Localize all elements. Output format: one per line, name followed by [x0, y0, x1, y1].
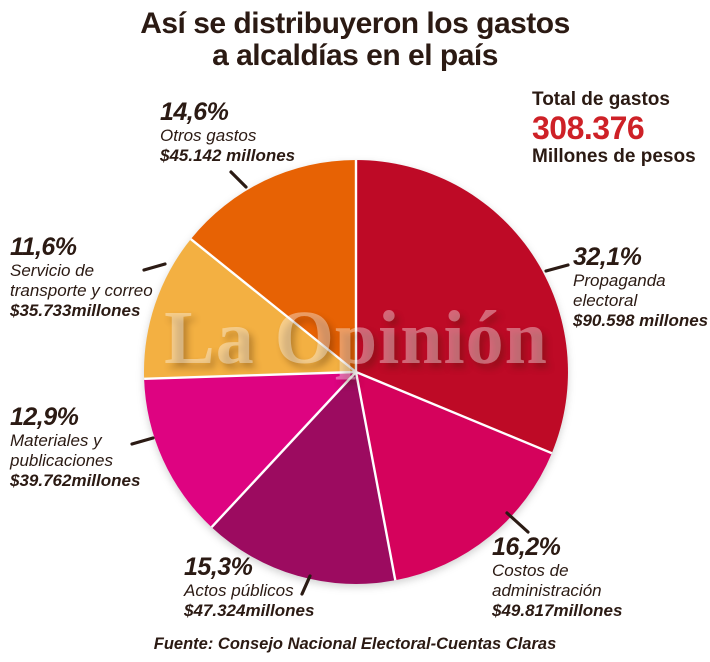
name-costos-administracion-2: administración	[492, 581, 602, 600]
amount-servicio-transporte: $35.733millones	[10, 301, 141, 320]
callout-costos-administracion: 16,2% Costos de administración $49.817mi…	[492, 534, 622, 621]
pie-slice-propaganda-electoral	[356, 160, 568, 454]
slice-separator	[190, 238, 357, 373]
pie-slice-otros-gastos	[190, 160, 356, 372]
name-materiales-publicaciones-2: publicaciones	[10, 451, 114, 470]
pie-slice-servicio-de-transporte-y-correo	[143, 239, 356, 379]
pct-actos-publicos: 15,3%	[184, 553, 253, 581]
leader-line-costos-administracion	[505, 511, 530, 534]
name-costos-administracion-1: Costos de	[492, 561, 569, 580]
amount-otros-gastos: $45.142 millones	[160, 146, 296, 165]
title-line-2: a alcaldías en el país	[212, 39, 498, 72]
pct-costos-administracion: 16,2%	[492, 533, 561, 561]
pct-materiales-publicaciones: 12,9%	[10, 403, 79, 431]
total-expenses-box: Total de gastos 308.376 Millones de peso…	[532, 90, 702, 166]
leader-line-otros-gastos	[229, 170, 248, 189]
pie-slices	[143, 160, 568, 584]
callout-propaganda-electoral: 32,1% Propaganda electoral $90.598 millo…	[573, 244, 708, 331]
name-actos-publicos: Actos públicos	[184, 581, 294, 600]
slice-separator	[144, 370, 357, 380]
name-servicio-transporte-2: transporte y correo	[10, 281, 153, 300]
name-servicio-transporte-1: Servicio de	[10, 261, 95, 280]
slice-separator	[354, 371, 397, 581]
page-title: Así se distribuyeron los gastos a alcald…	[0, 8, 710, 72]
leader-line-servicio-transporte	[142, 262, 167, 272]
total-label: Total de gastos	[532, 89, 670, 110]
slice-separator	[355, 370, 553, 455]
pie-slice-actos-p-blicos	[211, 372, 396, 584]
callout-actos-publicos: 15,3% Actos públicos $47.324millones	[184, 554, 314, 621]
name-propaganda-electoral-2: electoral	[573, 291, 638, 310]
name-materiales-publicaciones-1: Materiales y	[10, 431, 102, 450]
callout-otros-gastos: 14,6% Otros gastos $45.142 millones	[160, 99, 295, 166]
name-otros-gastos: Otros gastos	[160, 126, 257, 145]
amount-propaganda-electoral: $90.598 millones	[573, 311, 709, 330]
amount-costos-administracion: $49.817millones	[492, 601, 623, 620]
pct-servicio-transporte: 11,6%	[10, 233, 77, 261]
callout-materiales-publicaciones: 12,9% Materiales y publicaciones $39.762…	[10, 404, 140, 491]
leader-line-actos-publicos	[300, 574, 312, 596]
total-unit: Millones de pesos	[532, 145, 696, 167]
amount-actos-publicos: $47.324millones	[184, 601, 315, 620]
title-line-1: Así se distribuyeron los gastos	[140, 7, 570, 40]
slice-separator	[210, 371, 357, 529]
leader-line-propaganda-electoral	[544, 263, 570, 273]
total-value: 308.376	[532, 109, 645, 146]
pie-slice-materiales-y-publicaciones	[144, 372, 356, 528]
name-propaganda-electoral-1: Propaganda	[573, 271, 666, 290]
source-credit: Fuente: Consejo Nacional Electoral-Cuent…	[153, 635, 557, 653]
pie-slice-costos-de-administraci-n	[356, 372, 552, 581]
pct-propaganda-electoral: 32,1%	[573, 243, 642, 271]
callout-servicio-transporte: 11,6% Servicio de transporte y correo $3…	[10, 234, 153, 321]
leader-lines	[130, 170, 570, 596]
pct-otros-gastos: 14,6%	[160, 98, 229, 126]
leader-line-materiales-publicaciones	[130, 436, 155, 446]
amount-materiales-publicaciones: $39.762millones	[10, 471, 141, 490]
